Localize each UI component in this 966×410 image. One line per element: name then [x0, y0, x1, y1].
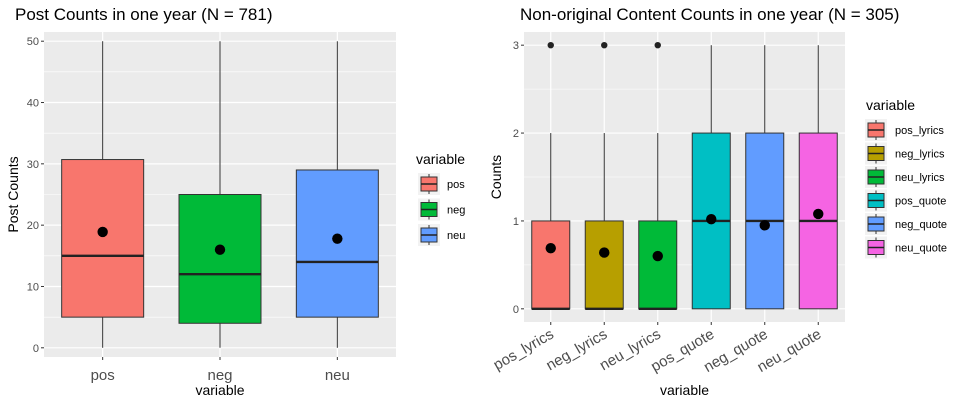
legend-label-neg_quote: neg_quote [895, 219, 947, 231]
mean-point-neg [214, 244, 226, 255]
outlier-neg_lyrics [601, 41, 608, 49]
legend-label-neu_lyrics: neu_lyrics [895, 172, 945, 184]
panel1-chart-title: Post Counts in one year (N = 781) [15, 5, 273, 24]
legend-label-neu: neu [447, 230, 465, 242]
panel1-x-tick-label: pos [91, 367, 115, 384]
panel2-legend-title: variable [866, 97, 915, 113]
legend-label-neu_quote: neu_quote [895, 243, 947, 255]
box-neg [178, 194, 262, 324]
panel1-y-tick-label: 50 [27, 36, 39, 48]
legend-label-neg_lyrics: neg_lyrics [895, 149, 945, 161]
panel2-y-tick-label: 2 [513, 128, 519, 140]
mean-point-neg_quote [759, 220, 770, 231]
mean-point-neu_quote [813, 208, 824, 220]
legend-label-pos: pos [447, 179, 465, 191]
mean-point-neu_lyrics [652, 250, 663, 262]
outlier-pos_lyrics [547, 41, 554, 49]
panel1-legend-title: variable [416, 151, 465, 167]
panel1-x-tick-label: neg [207, 367, 232, 384]
mean-point-neg_lyrics [599, 247, 610, 258]
mean-point-pos_quote [706, 213, 717, 225]
legend-label-neg: neg [447, 205, 465, 217]
mean-point-pos [97, 226, 108, 238]
panel1-y-tick-label: 30 [27, 159, 39, 171]
panel1-y-tick-label: 20 [27, 220, 39, 232]
panel2-y-tick-label: 0 [513, 304, 519, 316]
box-neg_lyrics [584, 220, 624, 310]
panel1-y-tick-label: 40 [27, 98, 39, 110]
box-pos_lyrics [531, 220, 571, 310]
panel2-y-axis-title: Counts [488, 155, 504, 199]
outlier-neu_lyrics [654, 41, 661, 49]
panel2-x-axis-title: variable [660, 382, 709, 398]
panel1-y-axis-title: Post Counts [5, 156, 21, 232]
panel1-x-tick-label: neu [325, 367, 350, 384]
mean-point-neu [332, 233, 343, 244]
panel2-y-tick-label: 1 [513, 216, 519, 228]
box-neu_lyrics [638, 220, 678, 310]
box-pos [61, 159, 145, 318]
panel2-chart-title: Non-original Content Counts in one year … [520, 5, 899, 24]
mean-point-pos_lyrics [545, 242, 556, 254]
legend-label-pos_quote: pos_quote [895, 196, 946, 208]
legend-label-pos_lyrics: pos_lyrics [895, 125, 944, 137]
panel2-y-tick-label: 3 [513, 40, 519, 52]
panel1-y-tick-label: 10 [27, 281, 39, 293]
panel1-y-tick-label: 0 [33, 343, 39, 355]
panel1-x-axis-title: variable [195, 382, 244, 398]
